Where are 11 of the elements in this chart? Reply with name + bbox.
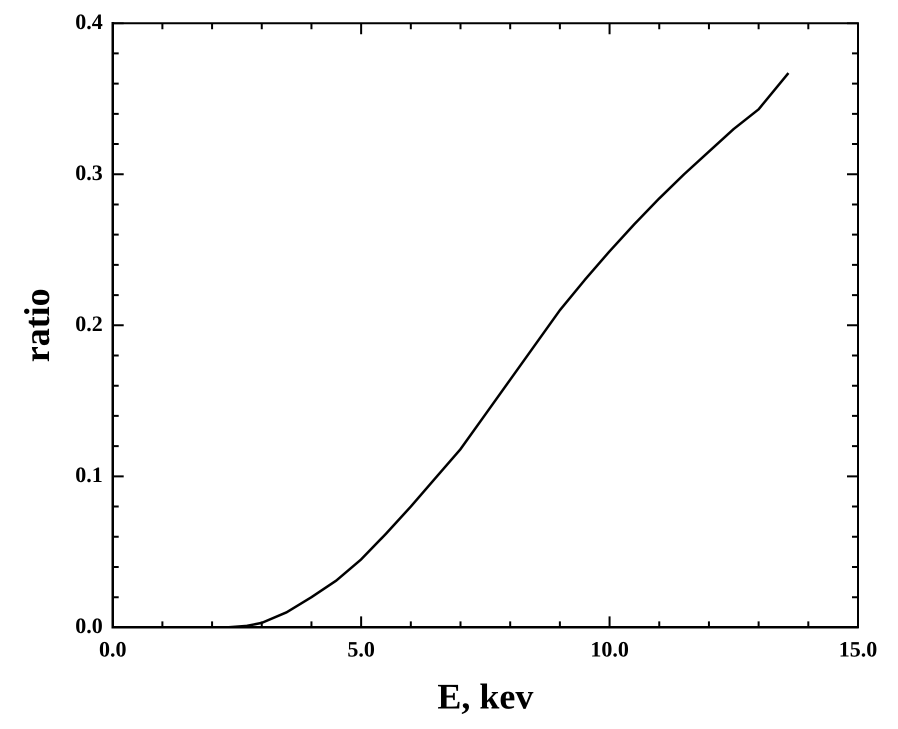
x-tick-label: 15.0 — [838, 636, 878, 662]
y-tick-label: 0.4 — [75, 8, 103, 34]
y-tick-label: 0.2 — [75, 310, 103, 336]
x-axis-title: E, kev — [437, 676, 534, 717]
x-tick-label: 10.0 — [590, 636, 629, 662]
y-tick-label: 0.3 — [75, 160, 103, 185]
x-tick-label: 0.0 — [98, 636, 126, 662]
y-axis-title: ratio — [16, 288, 57, 362]
x-tick-label: 5.0 — [347, 636, 375, 662]
y-tick-label: 0.0 — [75, 613, 103, 638]
y-tick-label: 0.1 — [75, 462, 103, 488]
